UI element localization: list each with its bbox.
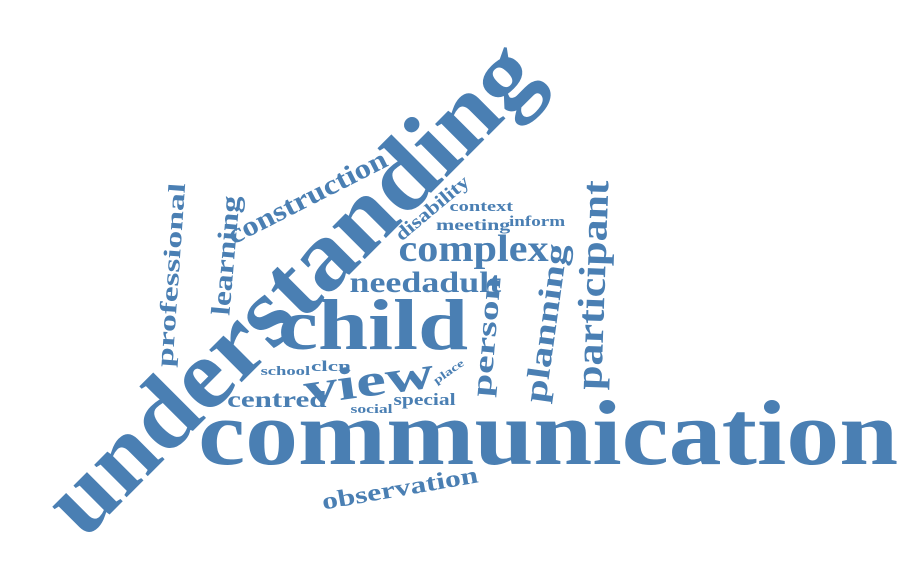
word-child: child bbox=[277, 285, 469, 365]
word-school: school bbox=[260, 362, 310, 378]
word-clcn: clcn bbox=[311, 358, 351, 375]
word-complex: complex bbox=[398, 228, 549, 270]
word-centred: centred bbox=[227, 386, 327, 412]
word-context: context bbox=[449, 198, 513, 215]
word-meeting: meeting bbox=[435, 217, 511, 234]
word-inform: inform bbox=[508, 213, 566, 230]
word-participant: participant bbox=[568, 179, 618, 391]
word-communication: communication bbox=[198, 382, 899, 484]
word-social: social bbox=[349, 400, 393, 416]
word-special: special bbox=[392, 389, 456, 409]
word-needadult: needadult bbox=[349, 266, 501, 299]
